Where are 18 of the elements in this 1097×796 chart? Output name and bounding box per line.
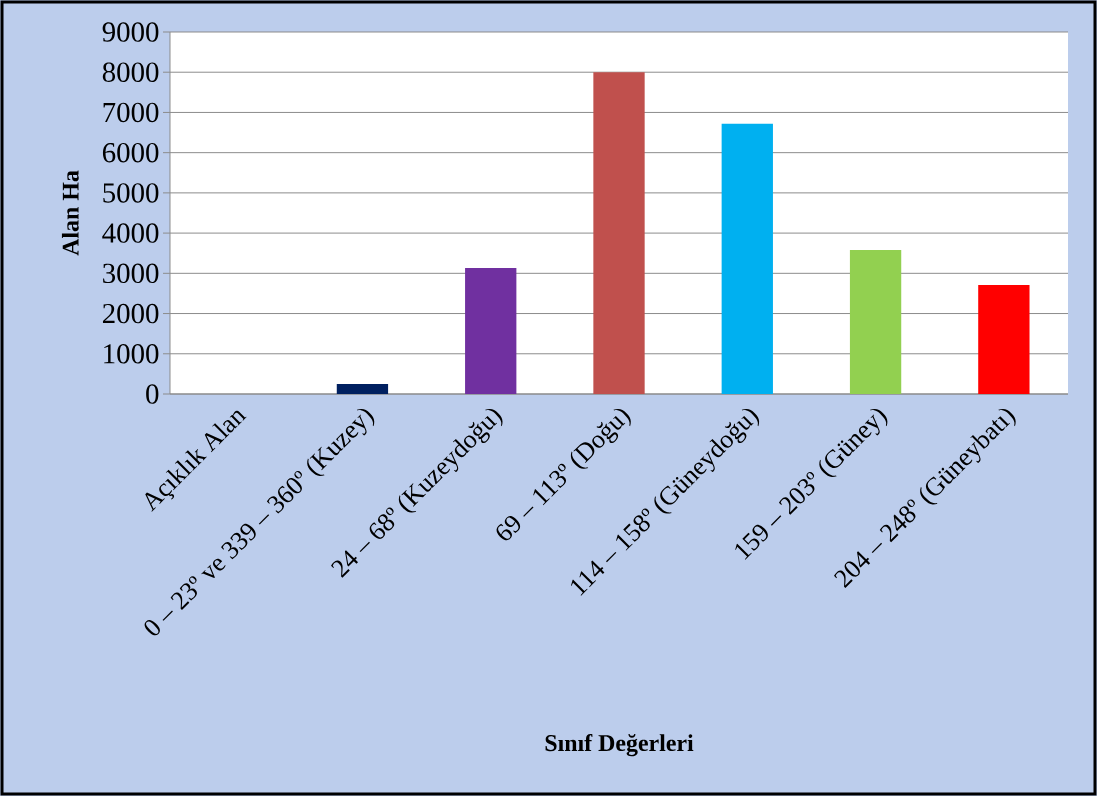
bar	[721, 123, 773, 394]
y-tick-label: 5000	[103, 183, 159, 203]
y-tick-label: 9000	[102, 22, 159, 42]
bar	[849, 249, 902, 394]
bar	[336, 383, 389, 394]
y-tick-label: 6000	[102, 142, 159, 163]
y-tick-label: 0	[146, 384, 159, 404]
bar	[465, 268, 517, 394]
y-axis-title: Alan Ha	[61, 170, 79, 256]
y-tick-label: 8000	[102, 62, 159, 82]
y-tick-label: 2000	[102, 303, 159, 324]
y-tick-label: 4000	[102, 223, 159, 243]
x-axis-title: Sınıf Değerleri	[545, 734, 694, 757]
y-tick-label: 7000	[103, 102, 159, 123]
y-tick-label: 3000	[103, 263, 159, 284]
bar	[593, 72, 645, 394]
bar	[978, 284, 1030, 394]
y-tick-label: 1000	[104, 344, 159, 364]
